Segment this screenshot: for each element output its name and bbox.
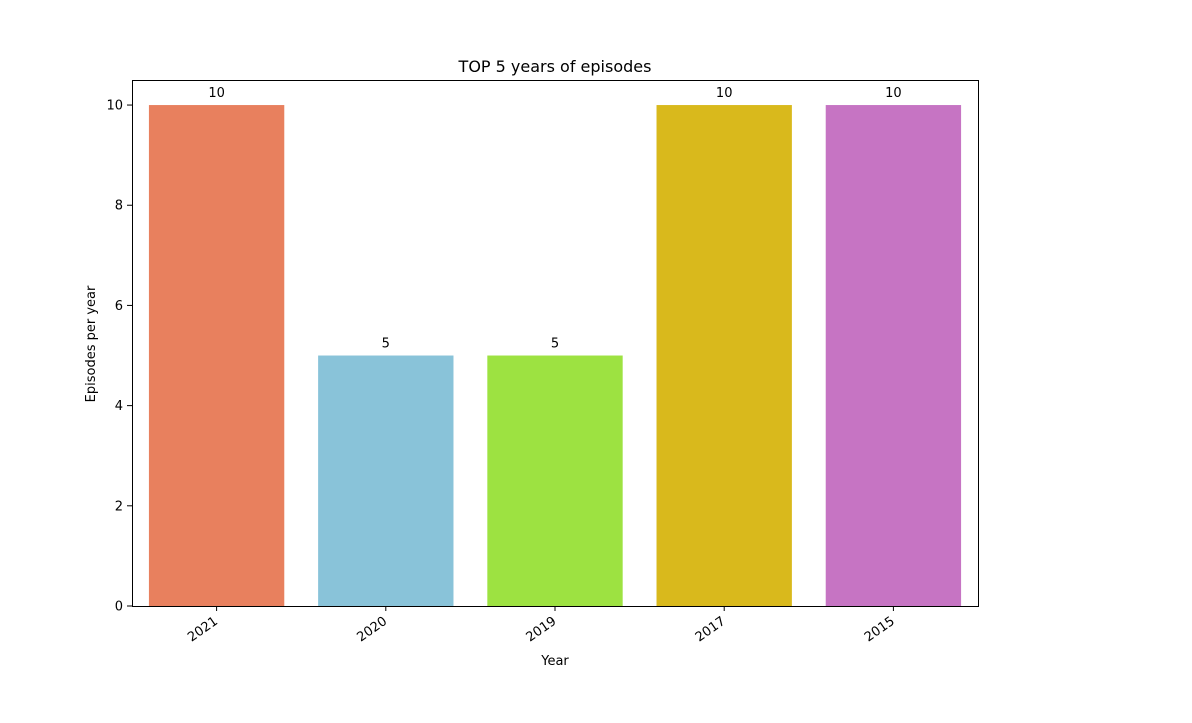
y-tick-label-8: 8 bbox=[115, 199, 123, 214]
bar-2015 bbox=[825, 105, 962, 607]
y-axis-label: Episodes per year bbox=[84, 285, 99, 402]
data-label-2017: 10 bbox=[716, 86, 733, 101]
y-tick-label-10: 10 bbox=[106, 99, 123, 114]
bar-2019 bbox=[487, 355, 623, 606]
chart-title: TOP 5 years of episodes bbox=[458, 57, 652, 76]
data-labels-group: 10 5 5 10 10 bbox=[208, 86, 901, 351]
plot-area-frame bbox=[132, 80, 979, 607]
data-label-2015: 10 bbox=[885, 86, 902, 101]
data-label-2019: 5 bbox=[551, 337, 559, 352]
data-label-2020: 5 bbox=[382, 337, 390, 352]
data-label-2021: 10 bbox=[208, 86, 225, 101]
x-tick-label-2017: 2017 bbox=[693, 614, 729, 645]
y-tick-label-4: 4 bbox=[115, 399, 123, 414]
y-tick-label-2: 2 bbox=[115, 499, 123, 514]
bar-2017 bbox=[656, 105, 792, 607]
y-tick-label-6: 6 bbox=[115, 299, 123, 314]
x-tick-label-2021: 2021 bbox=[185, 614, 221, 645]
bar-2020 bbox=[318, 355, 454, 606]
x-axis: 2021 2020 2019 2017 2015 bbox=[185, 606, 898, 645]
x-tick-label-2020: 2020 bbox=[354, 614, 390, 645]
x-axis-label: Year bbox=[540, 654, 569, 669]
x-tick-label-2015: 2015 bbox=[862, 614, 898, 645]
x-tick-label-2019: 2019 bbox=[524, 614, 560, 645]
y-axis: 0 2 4 6 8 10 bbox=[106, 99, 132, 615]
y-tick-label-0: 0 bbox=[115, 600, 123, 615]
bars-group bbox=[148, 105, 962, 607]
bar-2021 bbox=[148, 105, 285, 607]
